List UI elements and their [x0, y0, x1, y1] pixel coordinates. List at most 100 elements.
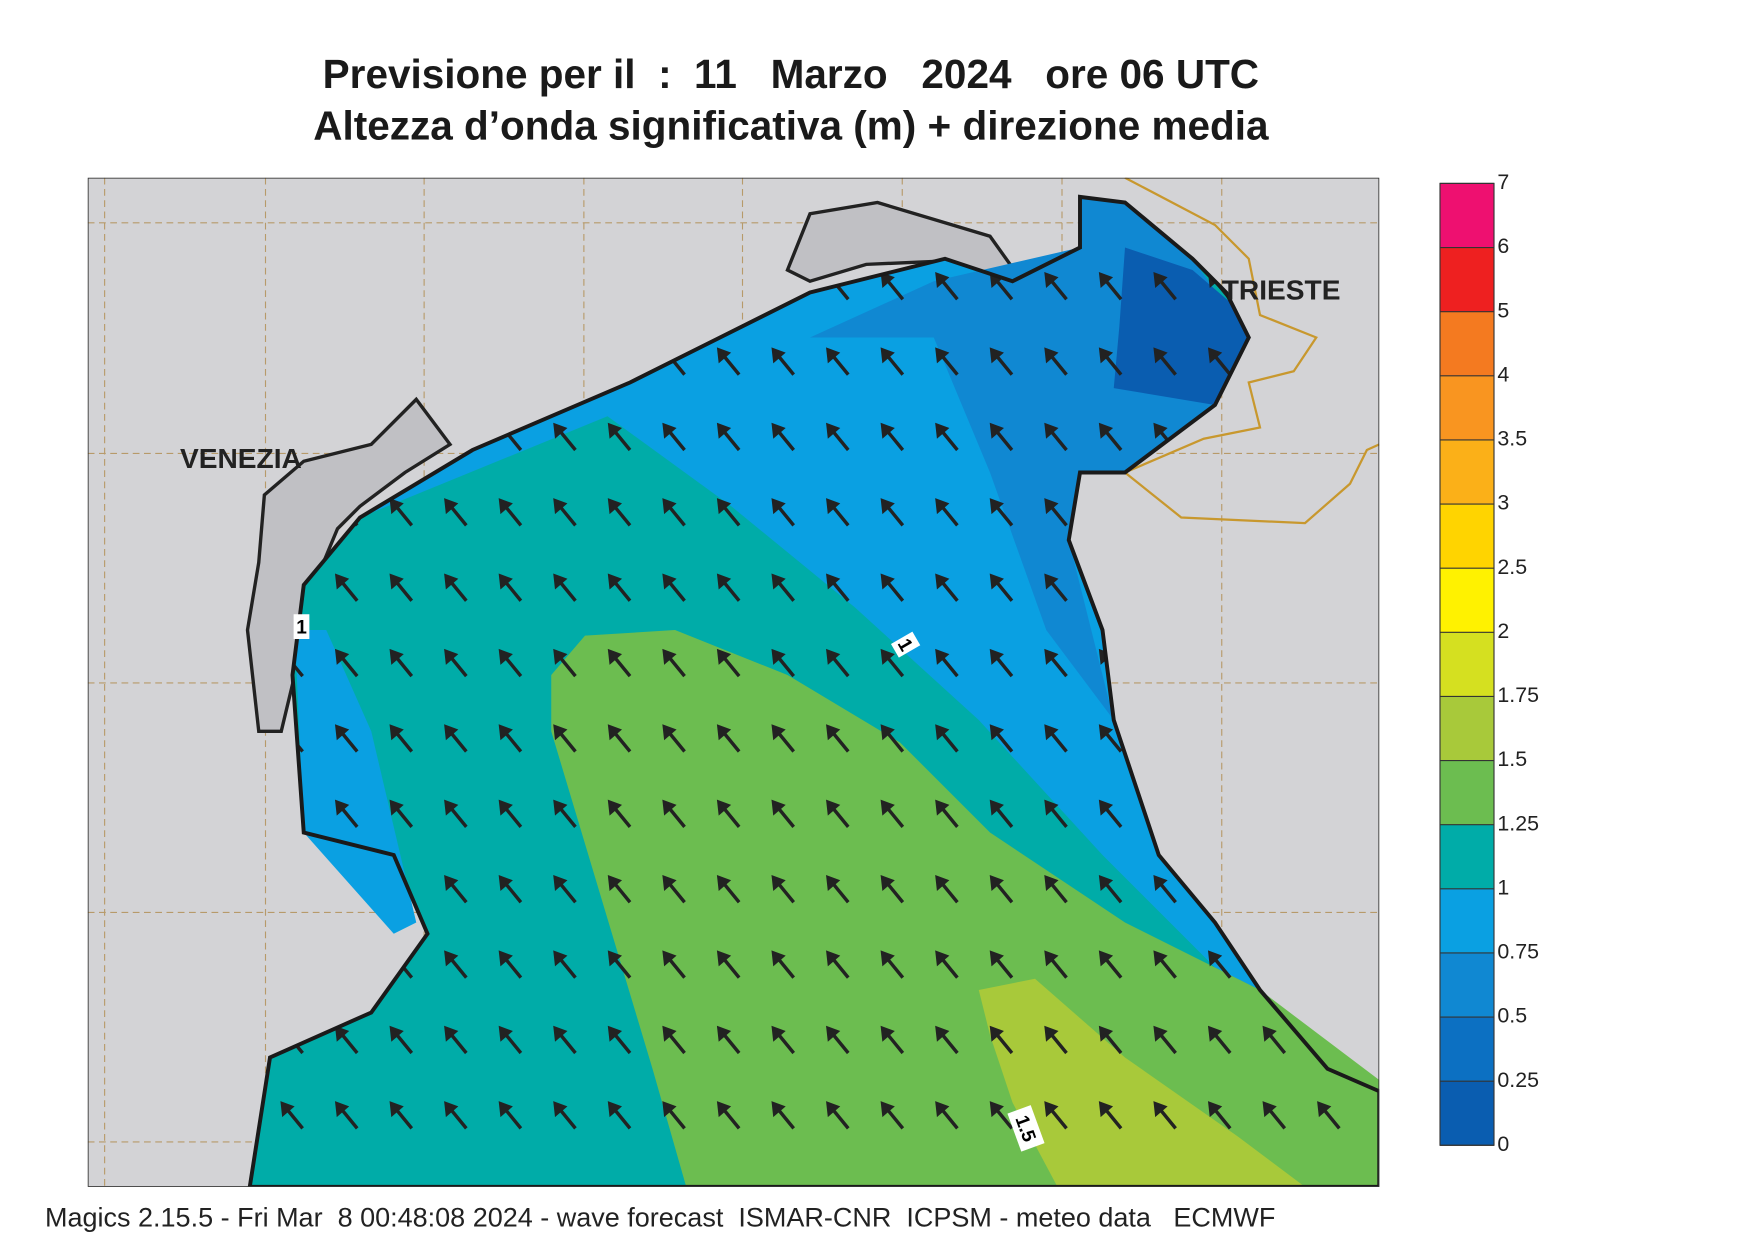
arrow-head [880, 422, 895, 439]
arrow-head [553, 1101, 568, 1118]
arrow-head [771, 347, 786, 364]
colorbar-segment [1440, 311, 1494, 376]
arrow-head [389, 799, 404, 816]
arrow-head [334, 648, 350, 665]
arrow-head [771, 799, 786, 816]
title: Previsione per il : 11 Marzo 2024 ore 06… [323, 51, 1259, 97]
arrow-head [935, 422, 950, 439]
arrow-head [444, 1025, 459, 1042]
arrow-head [389, 1101, 404, 1118]
label-bg [890, 631, 921, 658]
colorbar-label: 1.75 [1497, 683, 1539, 707]
colorbar-label: 3.5 [1497, 427, 1527, 451]
footer: Magics 2.15.5 - Fri Mar 8 00:48:08 2024 … [45, 1202, 1275, 1232]
arrow-head [880, 498, 895, 515]
arrow-head [607, 1101, 623, 1118]
arrow-head [771, 1025, 786, 1042]
arrow-head [444, 573, 459, 590]
colorbar-label: 2 [1497, 619, 1509, 643]
arrow-head [989, 1025, 1004, 1042]
colorbar-label: 5 [1497, 298, 1509, 322]
arrow-head [662, 799, 677, 816]
arrow-head [880, 724, 895, 741]
colorbar-label: 3 [1497, 491, 1509, 515]
arrow-head [771, 648, 786, 665]
colorbar-label: 0.75 [1497, 940, 1539, 964]
arrow-head [553, 874, 568, 891]
arrow-head [1153, 1025, 1168, 1042]
arrow-head [334, 1101, 350, 1118]
arrow-head [498, 724, 513, 741]
arrow-head [553, 724, 568, 741]
arrow-head [607, 648, 623, 665]
arrow-head [553, 648, 568, 665]
arrow-head [771, 874, 786, 891]
arrow-head [716, 498, 732, 515]
arrow-head [498, 799, 513, 816]
arrow-head [935, 347, 950, 364]
arrow-head [444, 799, 459, 816]
arrow-head [498, 950, 513, 967]
arrow-head [1262, 1101, 1277, 1118]
arrow-head [989, 874, 1004, 891]
arrow-head [826, 1025, 841, 1042]
arrow-head [1153, 950, 1168, 967]
arrow-head [826, 347, 841, 364]
arrow-head [935, 1101, 950, 1118]
sea-zone [978, 978, 1305, 1187]
arrow-head [498, 648, 513, 665]
arrow-head [826, 874, 841, 891]
arrow-head [607, 724, 623, 741]
arrow-head [662, 573, 677, 590]
arrow-head [1044, 422, 1059, 439]
arrow-head [1098, 1101, 1114, 1118]
colorbar-label: 4 [1497, 362, 1509, 386]
colorbar-segment [1440, 1081, 1494, 1146]
arrow-head [1044, 950, 1059, 967]
arrow-head [444, 1101, 459, 1118]
sea-zone [1113, 247, 1249, 405]
arrow-head [935, 573, 950, 590]
arrow-head [880, 1101, 895, 1118]
arrow-head [662, 648, 677, 665]
arrow-head [280, 1101, 295, 1118]
arrow-head [1044, 648, 1059, 665]
arrow-head [826, 724, 841, 741]
arrow-head [716, 648, 732, 665]
arrow-head [498, 573, 513, 590]
arrow-head [935, 1025, 950, 1042]
arrow-head [1044, 271, 1059, 288]
arrow-head [771, 422, 786, 439]
arrow-head [1044, 498, 1059, 515]
arrow-head [607, 498, 623, 515]
arrow-head [771, 573, 786, 590]
arrow-head [1153, 271, 1168, 288]
colorbar-label: 0.25 [1497, 1068, 1539, 1092]
colorbar-segment [1440, 568, 1494, 633]
arrow-head [1044, 874, 1059, 891]
arrow-head [880, 573, 895, 590]
arrow-head [989, 648, 1004, 665]
colorbar-label: 2.5 [1497, 555, 1527, 579]
arrow-head [1098, 950, 1114, 967]
arrow-head [553, 422, 568, 439]
arrow-head [880, 271, 895, 288]
arrow-head [1098, 271, 1114, 288]
arrow-head [1044, 1025, 1059, 1042]
contour-label: 1 [296, 617, 307, 638]
colorbar-segment [1440, 696, 1494, 761]
arrow-head [1207, 347, 1223, 364]
city-label: VENEZIA [180, 443, 302, 474]
arrow-head [989, 498, 1004, 515]
arrow-head [553, 799, 568, 816]
arrow-head [1044, 347, 1059, 364]
arrow-head [553, 1025, 568, 1042]
arrow-head [1153, 1101, 1168, 1118]
arrow-head [334, 1025, 350, 1042]
subtitle: Altezza d’onda significativa (m) + direz… [313, 103, 1269, 149]
arrow-head [662, 950, 677, 967]
arrow-head [716, 347, 732, 364]
arrow-head [826, 950, 841, 967]
arrow-head [607, 950, 623, 967]
